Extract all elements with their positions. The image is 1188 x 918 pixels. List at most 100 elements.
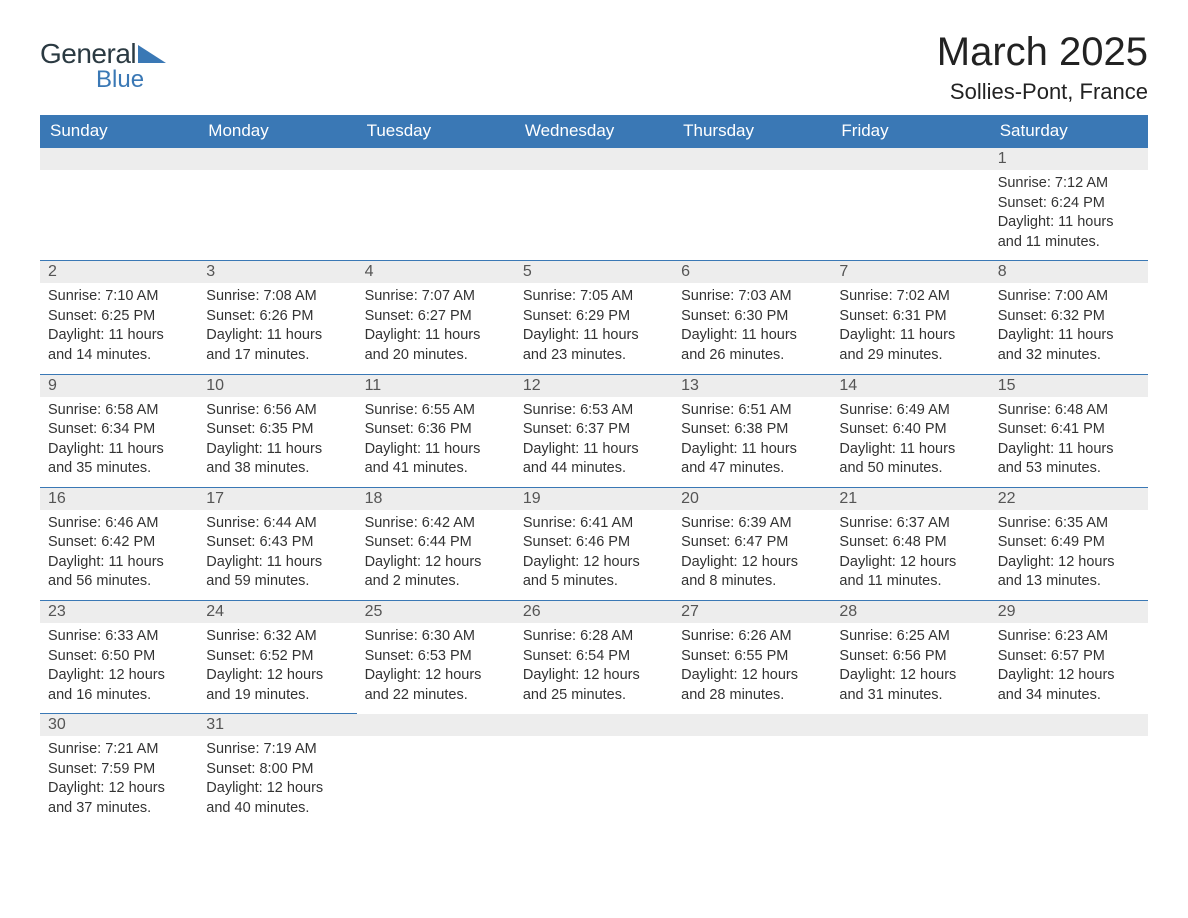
- daylight-line: Daylight: 12 hours and 31 minutes.: [839, 666, 981, 705]
- calendar-day-cell: 23 Sunrise: 6:33 AMSunset: 6:50 PMDayligh…: [40, 601, 198, 714]
- sunset-line: Sunset: 6:57 PM: [998, 647, 1140, 667]
- sunrise-line: Sunrise: 6:42 AM: [365, 514, 507, 534]
- day-details: Sunrise: 7:10 AMSunset: 6:25 PMDaylight:…: [40, 283, 198, 373]
- day-number: 5: [515, 261, 673, 283]
- calendar-day-cell: 27Sunrise: 6:26 AMSunset: 6:55 PMDayligh…: [673, 601, 831, 714]
- sunrise-line: Sunrise: 7:12 AM: [998, 174, 1140, 194]
- calendar-day-cell: 1Sunrise: 7:12 AMSunset: 6:24 PMDaylight…: [990, 148, 1148, 261]
- page-header: General Blue March 2025 Sollies-Pont, Fr…: [40, 30, 1148, 105]
- day-number: 12: [515, 375, 673, 397]
- daylight-line: Daylight: 11 hours and 50 minutes.: [839, 440, 981, 479]
- day-details: [990, 736, 1148, 806]
- month-title: March 2025: [937, 30, 1148, 75]
- day-number: 27: [673, 601, 831, 623]
- calendar-day-cell: 19Sunrise: 6:41 AMSunset: 6:46 PMDayligh…: [515, 487, 673, 600]
- sunset-line: Sunset: 6:26 PM: [206, 307, 348, 327]
- day-number: [831, 714, 989, 736]
- daylight-line: Daylight: 12 hours and 2 minutes.: [365, 553, 507, 592]
- day-details: Sunrise: 6:26 AMSunset: 6:55 PMDaylight:…: [673, 623, 831, 713]
- calendar-day-cell: 21Sunrise: 6:37 AMSunset: 6:48 PMDayligh…: [831, 487, 989, 600]
- sunrise-line: Sunrise: 6:23 AM: [998, 627, 1140, 647]
- calendar-day-cell: [515, 714, 673, 827]
- day-details: [40, 170, 198, 240]
- calendar-day-cell: 17Sunrise: 6:44 AMSunset: 6:43 PMDayligh…: [198, 487, 356, 600]
- day-details: [198, 170, 356, 240]
- sunset-line: Sunset: 6:46 PM: [523, 533, 665, 553]
- daylight-line: Daylight: 12 hours and 19 minutes.: [206, 666, 348, 705]
- sunset-line: Sunset: 6:41 PM: [998, 420, 1140, 440]
- daylight-line: Daylight: 12 hours and 25 minutes.: [523, 666, 665, 705]
- sunset-line: Sunset: 6:53 PM: [365, 647, 507, 667]
- day-details: Sunrise: 6:48 AMSunset: 6:41 PMDaylight:…: [990, 397, 1148, 487]
- calendar-day-cell: 29Sunrise: 6:23 AMSunset: 6:57 PMDayligh…: [990, 601, 1148, 714]
- sunrise-line: Sunrise: 6:46 AM: [48, 514, 190, 534]
- calendar-day-cell: 12Sunrise: 6:53 AMSunset: 6:37 PMDayligh…: [515, 374, 673, 487]
- sunset-line: Sunset: 6:27 PM: [365, 307, 507, 327]
- day-details: Sunrise: 6:42 AMSunset: 6:44 PMDaylight:…: [357, 510, 515, 600]
- sunrise-line: Sunrise: 6:33 AM: [48, 627, 190, 647]
- day-number: [515, 148, 673, 170]
- day-details: Sunrise: 7:21 AMSunset: 7:59 PMDaylight:…: [40, 736, 198, 826]
- day-number: 11: [357, 375, 515, 397]
- daylight-line: Daylight: 11 hours and 59 minutes.: [206, 553, 348, 592]
- col-tuesday: Tuesday: [357, 115, 515, 148]
- calendar-day-cell: [990, 714, 1148, 827]
- calendar-day-cell: 7Sunrise: 7:02 AMSunset: 6:31 PMDaylight…: [831, 261, 989, 374]
- day-details: Sunrise: 6:44 AMSunset: 6:43 PMDaylight:…: [198, 510, 356, 600]
- sunset-line: Sunset: 6:54 PM: [523, 647, 665, 667]
- day-details: Sunrise: 7:12 AMSunset: 6:24 PMDaylight:…: [990, 170, 1148, 260]
- calendar-day-cell: [515, 148, 673, 261]
- sunrise-line: Sunrise: 6:39 AM: [681, 514, 823, 534]
- day-number: 31: [198, 714, 356, 736]
- day-number: 22: [990, 488, 1148, 510]
- sunrise-line: Sunrise: 6:53 AM: [523, 401, 665, 421]
- sunrise-line: Sunrise: 7:02 AM: [839, 287, 981, 307]
- brand-logo: General Blue: [40, 38, 166, 94]
- day-details: [515, 170, 673, 240]
- calendar-day-cell: [831, 148, 989, 261]
- daylight-line: Daylight: 11 hours and 23 minutes.: [523, 326, 665, 365]
- sunset-line: Sunset: 6:35 PM: [206, 420, 348, 440]
- day-number: 8: [990, 261, 1148, 283]
- calendar-day-cell: 26Sunrise: 6:28 AMSunset: 6:54 PMDayligh…: [515, 601, 673, 714]
- sunset-line: Sunset: 8:00 PM: [206, 760, 348, 780]
- sunset-line: Sunset: 6:50 PM: [48, 647, 190, 667]
- day-details: Sunrise: 6:39 AMSunset: 6:47 PMDaylight:…: [673, 510, 831, 600]
- day-number: [673, 148, 831, 170]
- sunset-line: Sunset: 6:36 PM: [365, 420, 507, 440]
- day-details: Sunrise: 6:56 AMSunset: 6:35 PMDaylight:…: [198, 397, 356, 487]
- day-details: Sunrise: 7:07 AMSunset: 6:27 PMDaylight:…: [357, 283, 515, 373]
- day-number: [40, 148, 198, 170]
- sunrise-line: Sunrise: 6:41 AM: [523, 514, 665, 534]
- daylight-line: Daylight: 11 hours and 41 minutes.: [365, 440, 507, 479]
- day-number: 23: [40, 601, 198, 623]
- daylight-line: Daylight: 11 hours and 35 minutes.: [48, 440, 190, 479]
- title-block: March 2025 Sollies-Pont, France: [937, 30, 1148, 105]
- day-details: [357, 170, 515, 240]
- sunrise-line: Sunrise: 6:56 AM: [206, 401, 348, 421]
- daylight-line: Daylight: 12 hours and 16 minutes.: [48, 666, 190, 705]
- calendar-week-row: 9Sunrise: 6:58 AMSunset: 6:34 PMDaylight…: [40, 374, 1148, 487]
- sunset-line: Sunset: 6:47 PM: [681, 533, 823, 553]
- daylight-line: Daylight: 12 hours and 40 minutes.: [206, 779, 348, 818]
- day-number: 9: [40, 375, 198, 397]
- day-number: 14: [831, 375, 989, 397]
- calendar-day-cell: 11Sunrise: 6:55 AMSunset: 6:36 PMDayligh…: [357, 374, 515, 487]
- col-saturday: Saturday: [990, 115, 1148, 148]
- calendar-day-cell: 16Sunrise: 6:46 AMSunset: 6:42 PMDayligh…: [40, 487, 198, 600]
- calendar-week-row: 16Sunrise: 6:46 AMSunset: 6:42 PMDayligh…: [40, 487, 1148, 600]
- calendar-week-row: 30Sunrise: 7:21 AMSunset: 7:59 PMDayligh…: [40, 714, 1148, 827]
- day-number: 24: [198, 601, 356, 623]
- day-number: 29: [990, 601, 1148, 623]
- day-number: 16: [40, 488, 198, 510]
- sunrise-line: Sunrise: 7:05 AM: [523, 287, 665, 307]
- sunrise-line: Sunrise: 6:37 AM: [839, 514, 981, 534]
- sunset-line: Sunset: 6:31 PM: [839, 307, 981, 327]
- day-details: [673, 736, 831, 806]
- day-number: 21: [831, 488, 989, 510]
- calendar-day-cell: 14Sunrise: 6:49 AMSunset: 6:40 PMDayligh…: [831, 374, 989, 487]
- sunset-line: Sunset: 6:37 PM: [523, 420, 665, 440]
- sunrise-line: Sunrise: 6:51 AM: [681, 401, 823, 421]
- calendar-day-cell: [673, 148, 831, 261]
- sunrise-line: Sunrise: 7:10 AM: [48, 287, 190, 307]
